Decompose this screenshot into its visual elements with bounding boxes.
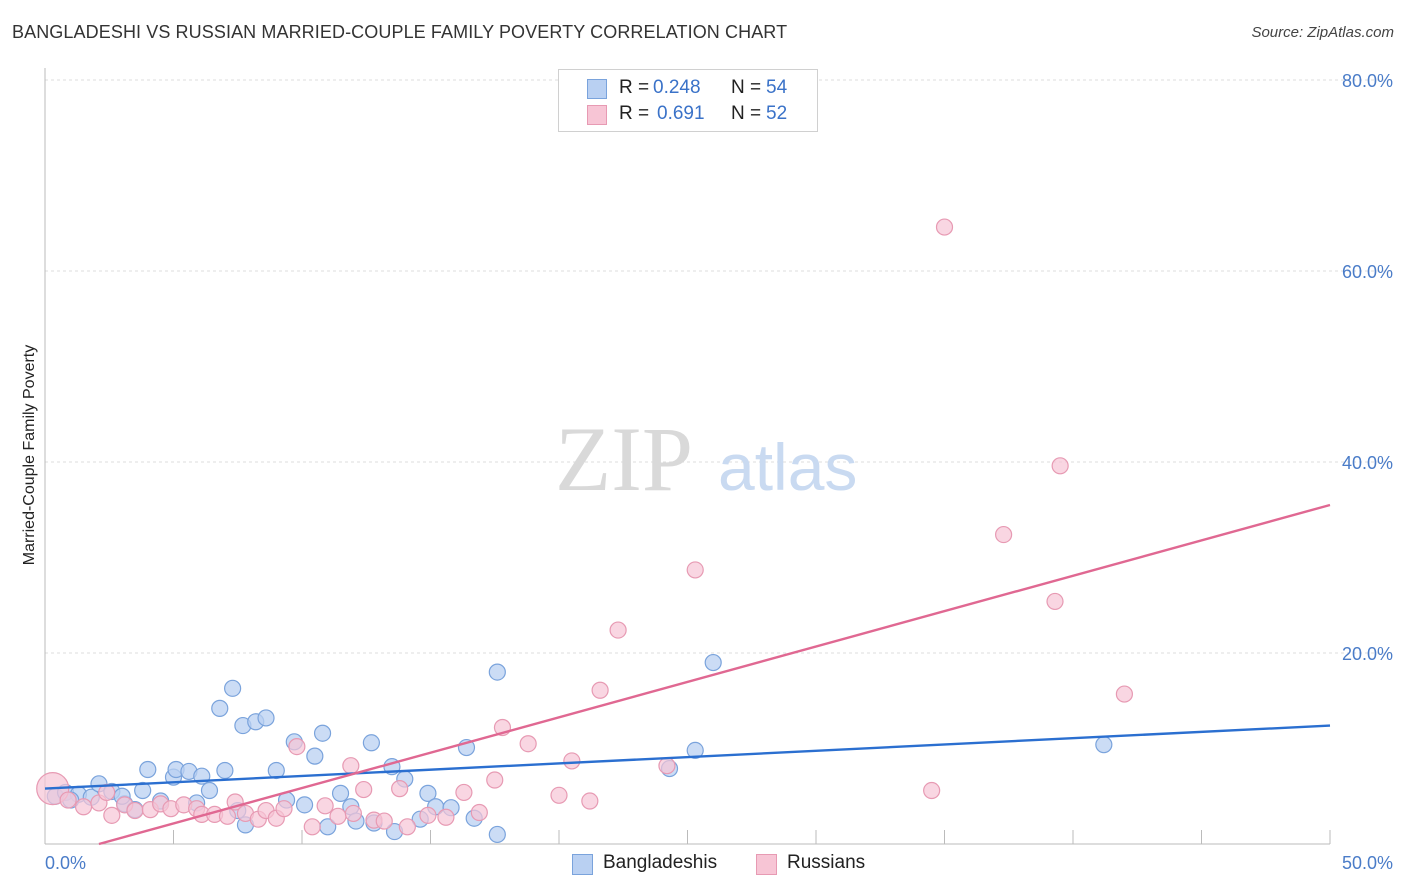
data-point-russian xyxy=(391,780,409,798)
data-point-russian xyxy=(581,792,599,810)
data-point-russian xyxy=(288,737,306,756)
data-point-bangladeshi xyxy=(331,784,350,802)
data-point-bangladeshi xyxy=(488,825,506,844)
data-point-russian xyxy=(995,525,1013,544)
russians-points xyxy=(36,218,1134,836)
data-point-russian xyxy=(316,797,334,815)
data-point-russian xyxy=(126,801,144,820)
data-point-russian xyxy=(686,561,704,579)
watermark: ZIP atlas xyxy=(555,408,857,510)
legend-n-label: N = xyxy=(731,77,762,98)
source-credit: Source: ZipAtlas.com xyxy=(1251,24,1394,41)
legend-swatch-pink xyxy=(756,854,777,875)
y-tick-label: 60.0% xyxy=(1342,262,1393,282)
legend-r-value: 0.691 xyxy=(657,103,705,124)
legend-swatch-blue xyxy=(587,79,607,99)
data-point-russian xyxy=(550,786,568,804)
data-point-russian xyxy=(563,752,581,770)
legend-r-label: R = xyxy=(619,103,650,124)
data-point-russian xyxy=(470,803,488,822)
data-point-russian xyxy=(658,757,676,775)
data-point-russian xyxy=(375,812,393,830)
y-tick-label: 20.0% xyxy=(1342,644,1393,664)
data-point-russian xyxy=(419,806,437,824)
x-tick-label: 0.0% xyxy=(45,853,86,873)
legend-label: Russians xyxy=(787,852,866,873)
trend-lines xyxy=(44,503,1331,846)
legend-n-value: 52 xyxy=(766,103,788,124)
data-point-russian xyxy=(591,681,609,699)
data-point-bangladeshi xyxy=(257,709,275,727)
data-point-russian xyxy=(275,800,293,818)
data-point-russian xyxy=(923,781,941,800)
legend-label: Bangladeshis xyxy=(603,852,718,873)
data-point-russian xyxy=(519,735,537,753)
data-point-bangladeshi xyxy=(224,679,242,697)
series-legend: Bangladeshis Russians xyxy=(0,852,1406,878)
data-point-russian xyxy=(1051,457,1069,475)
data-point-bangladeshi xyxy=(704,653,722,672)
trend-line-russians xyxy=(98,503,1331,846)
data-point-russian xyxy=(355,780,373,799)
data-point-russian xyxy=(342,757,360,775)
data-point-bangladeshi xyxy=(313,724,332,742)
data-point-russian xyxy=(329,807,347,825)
data-point-bangladeshi xyxy=(419,784,437,802)
data-point-bangladeshi xyxy=(362,734,380,752)
data-point-russian xyxy=(74,798,93,816)
data-point-bangladeshi xyxy=(686,741,704,760)
data-point-russian xyxy=(609,621,627,639)
legend-n-value: 54 xyxy=(766,77,788,98)
data-point-russian xyxy=(1115,685,1134,703)
data-point-bangladeshi xyxy=(295,796,314,814)
data-point-russian xyxy=(398,818,416,836)
data-point-bangladeshi xyxy=(134,781,152,800)
data-point-russian xyxy=(1046,592,1064,611)
data-point-russian xyxy=(455,783,473,802)
tick-labels: 20.0% 40.0% 60.0% 80.0% 0.0% 50.0% xyxy=(45,71,1393,873)
x-tick-label: 50.0% xyxy=(1342,853,1393,873)
axes xyxy=(44,68,1331,845)
y-tick-label: 80.0% xyxy=(1342,71,1393,91)
legend-r-value: 0.248 xyxy=(653,77,701,98)
data-point-bangladeshi xyxy=(1095,736,1113,754)
data-point-bangladeshi xyxy=(139,760,157,779)
legend-swatch-pink xyxy=(587,105,607,125)
data-point-russian xyxy=(437,808,455,826)
data-point-bangladeshi xyxy=(211,699,229,717)
trend-line-bangladeshis xyxy=(44,724,1331,790)
data-point-bangladeshi xyxy=(200,781,219,800)
legend-swatch-blue xyxy=(572,854,593,875)
data-point-russian xyxy=(303,818,321,836)
data-point-russian xyxy=(59,791,77,809)
data-point-russian xyxy=(103,806,121,824)
grid xyxy=(45,79,1393,654)
data-point-russian xyxy=(935,218,954,236)
data-point-russian xyxy=(486,771,504,789)
data-point-russian xyxy=(344,804,362,823)
correlation-legend: R = 0.248 N = 54 R = 0.691 N = 52 xyxy=(558,69,818,132)
legend-r-label: R = xyxy=(619,77,650,98)
chart-title: BANGLADESHI VS RUSSIAN MARRIED-COUPLE FA… xyxy=(12,22,788,42)
data-point-bangladeshi xyxy=(488,663,506,681)
y-tick-label: 40.0% xyxy=(1342,453,1393,473)
data-point-bangladeshi xyxy=(216,761,234,780)
watermark-zip: ZIP xyxy=(555,408,693,510)
legend-n-label: N = xyxy=(731,103,762,124)
data-point-bangladeshi xyxy=(306,747,324,765)
watermark-atlas: atlas xyxy=(718,430,857,504)
